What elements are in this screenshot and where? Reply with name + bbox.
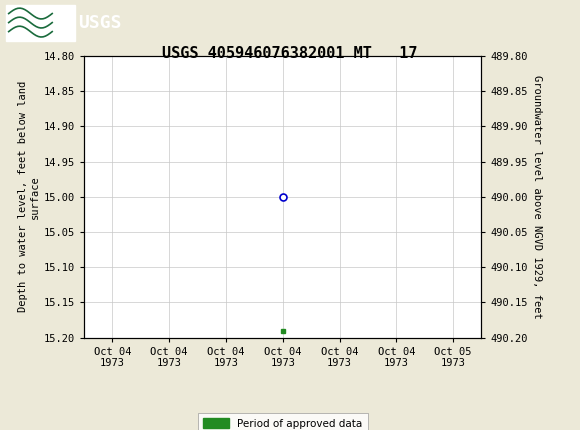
Text: USGS: USGS: [78, 14, 122, 31]
Bar: [6, 4, 75, 41]
Text: USGS 405946076382001 MT   17: USGS 405946076382001 MT 17: [162, 46, 418, 61]
Y-axis label: Depth to water level, feet below land
surface: Depth to water level, feet below land su…: [18, 81, 39, 312]
Y-axis label: Groundwater level above NGVD 1929, feet: Groundwater level above NGVD 1929, feet: [532, 75, 542, 319]
Legend: Period of approved data: Period of approved data: [198, 413, 368, 430]
